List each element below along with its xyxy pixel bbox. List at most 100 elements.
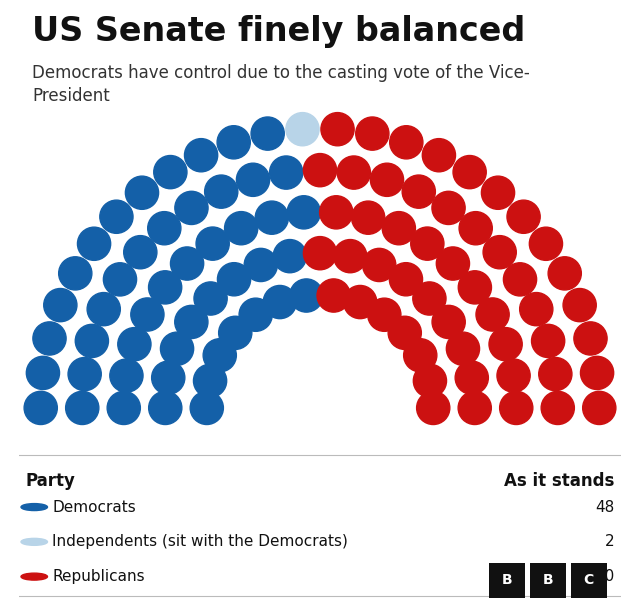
Circle shape [152, 361, 185, 395]
Circle shape [504, 263, 536, 296]
Circle shape [66, 392, 99, 424]
Circle shape [582, 392, 616, 424]
Circle shape [205, 175, 238, 209]
Circle shape [148, 212, 181, 245]
Circle shape [273, 240, 307, 273]
Circle shape [125, 176, 159, 209]
Circle shape [382, 212, 415, 245]
Circle shape [411, 227, 444, 260]
Circle shape [455, 361, 488, 395]
Circle shape [458, 271, 492, 304]
Circle shape [236, 163, 269, 196]
Circle shape [520, 292, 553, 326]
Circle shape [77, 227, 111, 260]
Circle shape [225, 212, 258, 245]
Text: B: B [543, 573, 553, 587]
Text: Democrats: Democrats [52, 500, 136, 514]
Circle shape [24, 392, 58, 424]
Circle shape [337, 156, 371, 189]
Circle shape [263, 285, 296, 319]
Circle shape [483, 236, 516, 269]
Circle shape [100, 200, 133, 233]
Circle shape [269, 156, 303, 189]
Text: C: C [584, 573, 594, 587]
Circle shape [507, 200, 540, 233]
Circle shape [574, 322, 607, 355]
FancyBboxPatch shape [530, 563, 566, 598]
Text: 48: 48 [596, 500, 615, 514]
Circle shape [68, 358, 101, 391]
Circle shape [489, 328, 522, 361]
Circle shape [170, 247, 204, 280]
Circle shape [104, 263, 136, 296]
Circle shape [563, 289, 596, 322]
Circle shape [529, 227, 563, 260]
Circle shape [154, 156, 187, 188]
Circle shape [161, 332, 194, 365]
Circle shape [290, 279, 323, 312]
Circle shape [21, 538, 47, 545]
Circle shape [148, 392, 182, 424]
Text: As it stands: As it stands [504, 472, 615, 490]
Circle shape [436, 247, 470, 280]
Circle shape [548, 257, 581, 290]
Circle shape [44, 289, 77, 322]
Circle shape [500, 392, 533, 424]
Circle shape [131, 298, 164, 331]
Circle shape [422, 139, 456, 172]
Circle shape [251, 117, 284, 150]
Text: Republicans: Republicans [52, 569, 145, 584]
Text: B: B [502, 573, 512, 587]
Circle shape [321, 112, 354, 146]
Circle shape [458, 392, 492, 424]
Circle shape [333, 240, 367, 273]
Text: 2: 2 [605, 534, 615, 550]
Circle shape [404, 339, 437, 372]
Circle shape [417, 392, 450, 424]
Circle shape [21, 503, 47, 511]
Circle shape [76, 324, 108, 358]
Circle shape [239, 298, 272, 331]
Circle shape [184, 139, 218, 172]
Circle shape [481, 176, 515, 209]
Circle shape [363, 248, 396, 282]
Circle shape [217, 126, 250, 159]
Circle shape [371, 163, 404, 196]
Circle shape [107, 392, 140, 424]
Circle shape [218, 263, 251, 296]
Circle shape [344, 285, 377, 319]
Circle shape [219, 316, 252, 350]
Circle shape [539, 358, 572, 391]
Circle shape [118, 328, 151, 361]
Circle shape [33, 322, 66, 355]
Circle shape [413, 282, 446, 315]
Circle shape [459, 212, 492, 245]
Circle shape [317, 279, 350, 312]
Circle shape [175, 305, 208, 339]
Circle shape [110, 359, 143, 392]
Circle shape [203, 339, 236, 372]
Text: Democrats have control due to the casting vote of the Vice-
President: Democrats have control due to the castin… [32, 64, 530, 105]
Text: Party: Party [25, 472, 75, 490]
Circle shape [356, 117, 389, 150]
Circle shape [446, 332, 479, 365]
Circle shape [319, 196, 353, 229]
Circle shape [476, 298, 509, 331]
Circle shape [402, 175, 435, 209]
Circle shape [413, 364, 447, 398]
Text: 50: 50 [596, 569, 615, 584]
Text: Independents (sit with the Democrats): Independents (sit with the Democrats) [52, 534, 348, 550]
Circle shape [26, 356, 60, 390]
Circle shape [541, 392, 574, 424]
Text: US Senate finely balanced: US Senate finely balanced [32, 15, 525, 48]
Circle shape [390, 126, 423, 159]
Circle shape [303, 237, 337, 270]
Circle shape [432, 305, 465, 339]
FancyBboxPatch shape [571, 563, 607, 598]
Circle shape [196, 227, 229, 260]
Circle shape [193, 364, 227, 398]
Circle shape [21, 573, 47, 580]
Circle shape [148, 271, 182, 304]
Circle shape [287, 196, 321, 229]
FancyBboxPatch shape [489, 563, 525, 598]
